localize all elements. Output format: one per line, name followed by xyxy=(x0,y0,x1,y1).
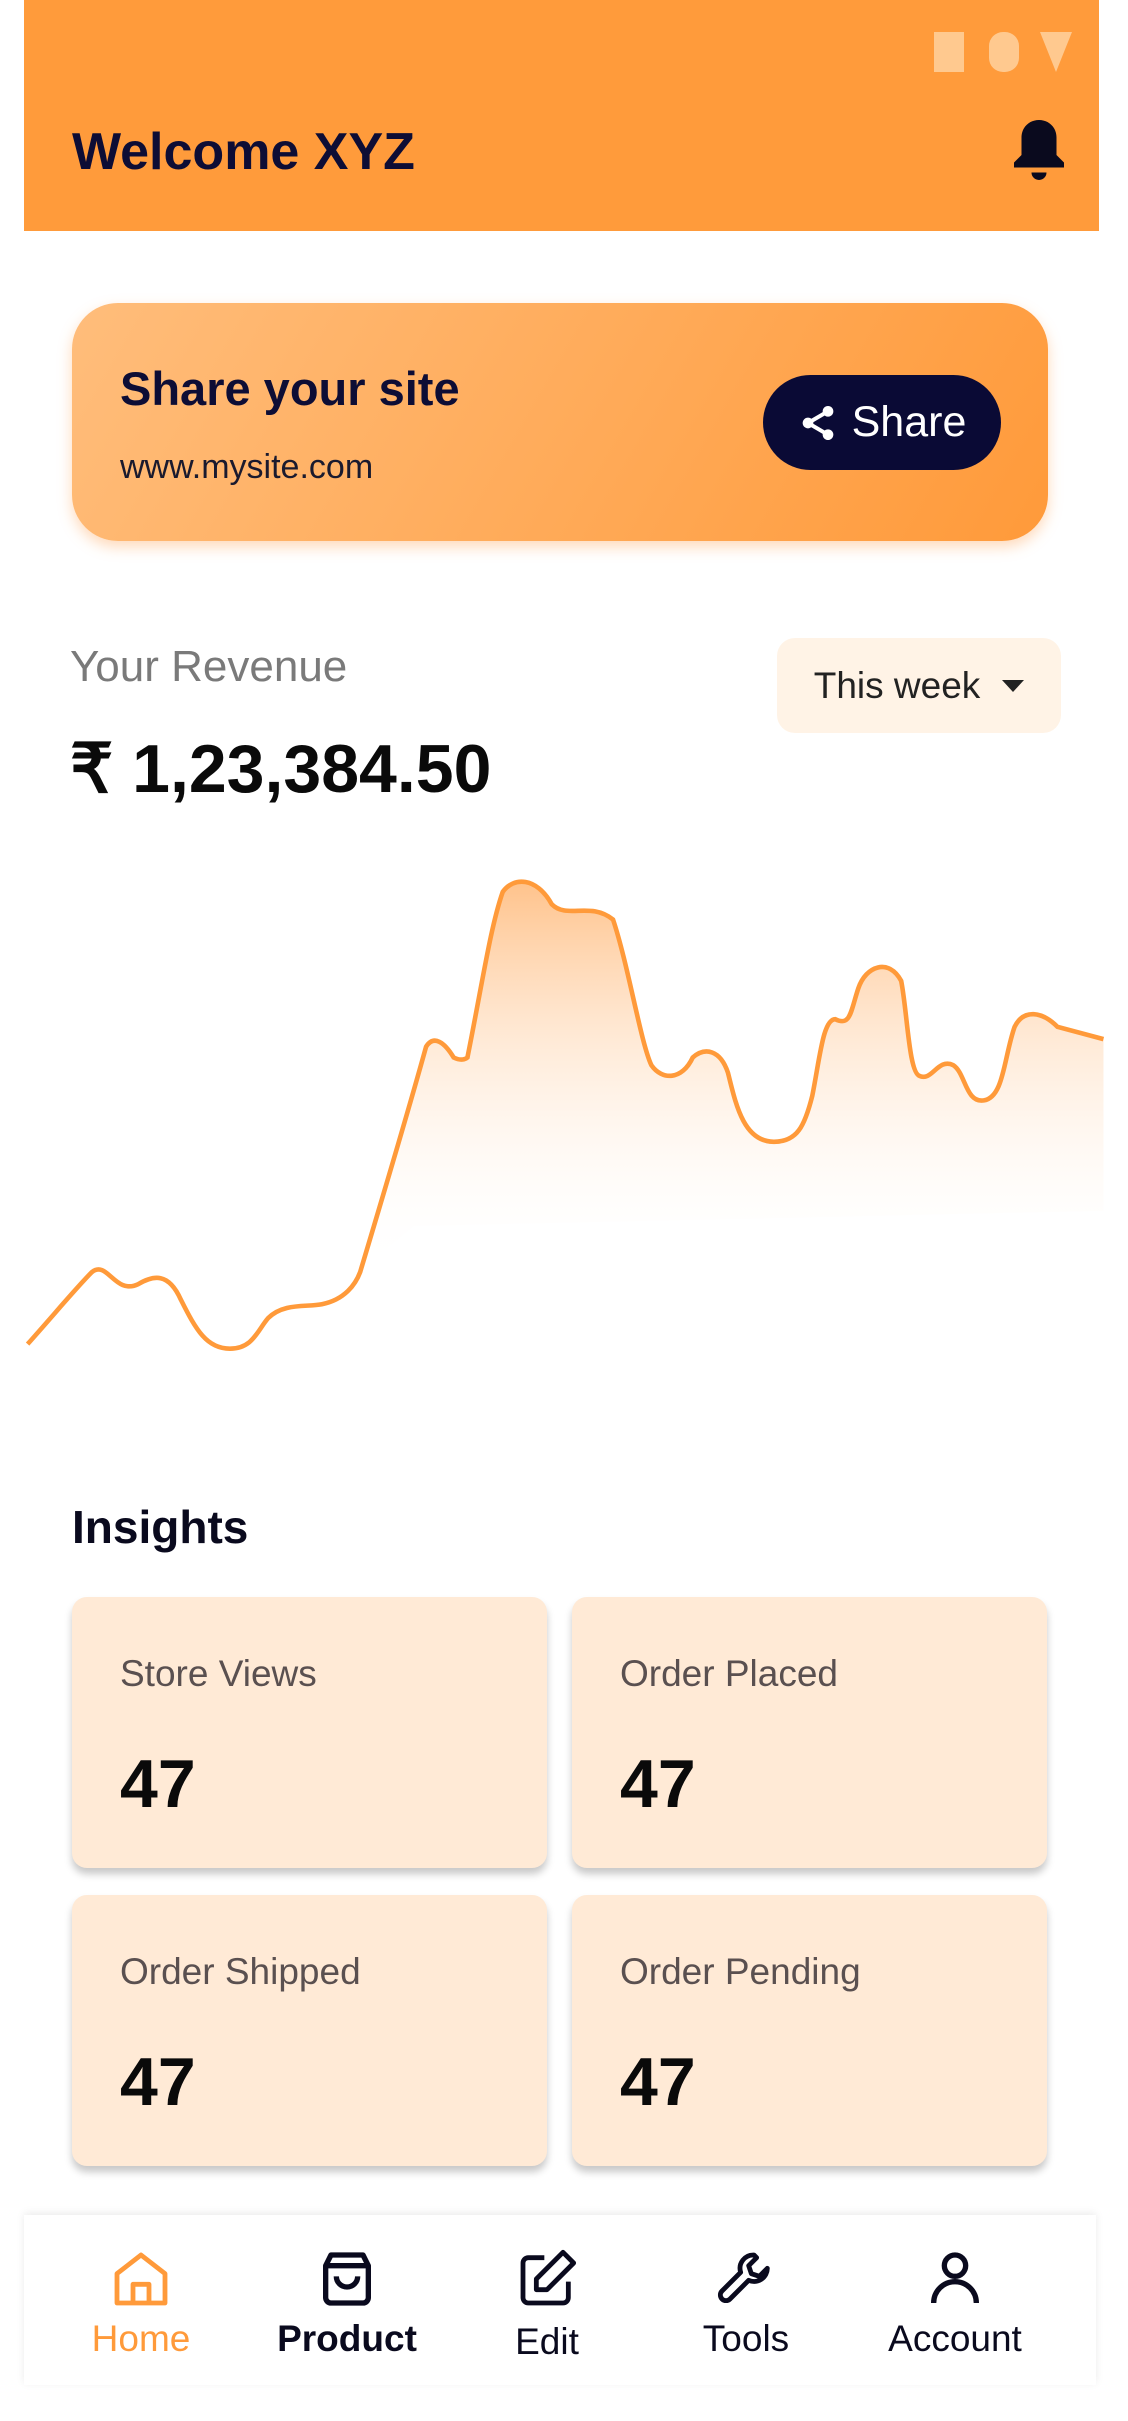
status-icons xyxy=(934,32,1072,72)
insight-card[interactable]: Store Views 47 xyxy=(72,1597,547,1868)
dropdown-arrow xyxy=(1002,679,1025,692)
card-label: Order Shipped xyxy=(120,1951,361,1992)
nav-edit[interactable]: Edit xyxy=(447,2215,647,2385)
card-value: 47 xyxy=(120,2044,196,2120)
period-dropdown[interactable]: This week xyxy=(777,638,1061,733)
revenue-chart xyxy=(25,879,1105,1351)
nav-label: Account xyxy=(888,2318,1022,2359)
nav-label: Tools xyxy=(702,2318,790,2359)
account-icon xyxy=(931,2252,979,2304)
app-bar: Welcome XYZ xyxy=(24,0,1099,231)
bottom-nav: Home Product Edit Tools Account xyxy=(24,2215,1096,2385)
nav-label: Product xyxy=(277,2318,417,2359)
card-value: 47 xyxy=(620,1746,696,1822)
wrench-icon xyxy=(717,2252,770,2304)
insight-card[interactable]: Order Placed 47 xyxy=(572,1597,1047,1868)
share-title: Share your site xyxy=(120,362,460,415)
area-fill xyxy=(360,881,1104,1273)
nav-label: Home xyxy=(91,2318,191,2359)
bag-icon xyxy=(323,2252,371,2306)
nav-home[interactable]: Home xyxy=(41,2215,241,2385)
insight-card[interactable]: Order Shipped 47 xyxy=(72,1895,547,2166)
card-value: 47 xyxy=(620,2044,696,2120)
share-card: Share your site www.mysite.com Share xyxy=(72,303,1048,541)
card-value: 47 xyxy=(120,1746,196,1822)
card-label: Order Pending xyxy=(620,1951,861,1992)
home-icon xyxy=(114,2252,168,2306)
nav-account[interactable]: Account xyxy=(855,2215,1055,2385)
bell-icon[interactable] xyxy=(1009,115,1069,185)
share-icon xyxy=(802,405,833,440)
nav-product[interactable]: Product xyxy=(247,2215,447,2385)
nav-label: Edit xyxy=(515,2321,579,2362)
card-label: Store Views xyxy=(120,1653,317,1694)
card-label: Order Placed xyxy=(620,1653,838,1694)
welcome-title: Welcome XYZ xyxy=(72,123,415,181)
period-label: This week xyxy=(813,664,981,706)
revenue-label: Your Revenue xyxy=(70,642,348,691)
share-label: Share xyxy=(851,398,967,446)
share-button[interactable]: Share xyxy=(763,375,1001,470)
revenue-amount: ₹ 1,23,384.50 xyxy=(70,731,492,807)
share-url: www.mysite.com xyxy=(120,448,374,486)
insights-title: Insights xyxy=(72,1501,249,1553)
revenue-line xyxy=(25,879,1105,1351)
insight-card[interactable]: Order Pending 47 xyxy=(572,1895,1047,2166)
nav-tools[interactable]: Tools xyxy=(646,2215,846,2385)
edit-icon xyxy=(520,2249,577,2306)
